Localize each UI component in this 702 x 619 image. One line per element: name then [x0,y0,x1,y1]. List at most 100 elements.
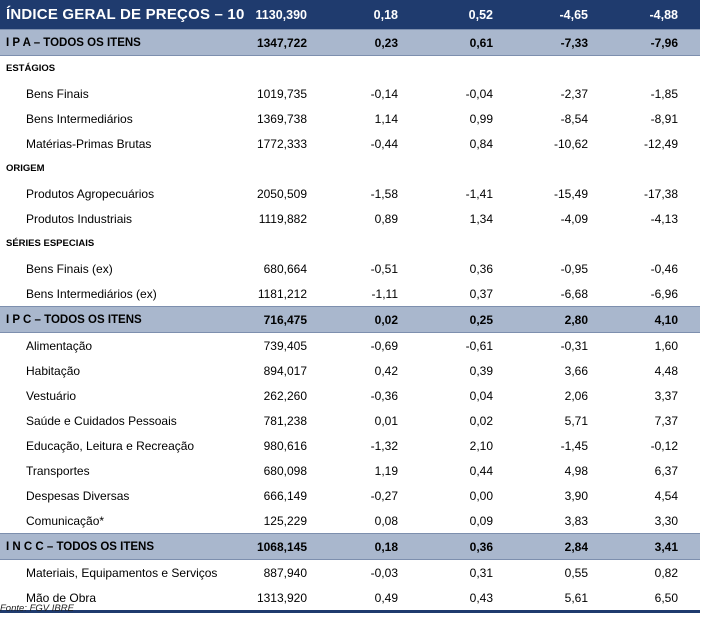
cell-value: 6,50 [610,585,700,613]
cell-index: 1181,212 [257,286,307,301]
cell-index: 680,098 [263,463,307,478]
subheading-origem: ORIGEM [6,163,45,174]
cell-index: 716,475 [237,306,329,333]
cell-value: 0,18 [329,533,420,560]
table-row: Materiais, Equipamentos e Serviços 887,9… [0,560,700,586]
row-label: Bens Finais [26,86,89,101]
cell-value: 4,48 [654,363,678,378]
cell-value: 0,52 [420,0,515,30]
cell-value: 2,06 [564,388,588,403]
cell-value: 3,37 [654,388,678,403]
ipc-section-row: I P C – TODOS OS ITENS 716,475 0,02 0,25… [0,306,700,333]
cell-index: 1130,390 [237,0,329,30]
cell-value: 3,41 [610,533,700,560]
cell-value: 0,84 [469,136,493,151]
table-row: Saúde e Cuidados Pessoais 781,238 0,01 0… [0,408,700,433]
cell-value: 1,34 [469,211,493,226]
table-row: Vestuário 262,260 -0,36 0,04 2,06 3,37 [0,383,700,408]
cell-index: 739,405 [263,338,307,353]
cell-index: 262,260 [263,388,307,403]
cell-value: 0,02 [469,413,493,428]
cell-value: 0,89 [374,211,398,226]
cell-value: 7,37 [654,413,678,428]
ipa-section-row: I P A – TODOS OS ITENS 1347,722 0,23 0,6… [0,29,700,56]
cell-value: 0,23 [329,29,420,56]
table-row: Alimentação 739,405 -0,69 -0,61 -0,31 1,… [0,333,700,359]
cell-index: 1068,145 [237,533,329,560]
row-label: Habitação [26,363,81,378]
cell-index: 2050,509 [256,186,307,201]
cell-value: 5,61 [515,585,610,613]
cell-value: -8,91 [650,111,678,126]
row-label: Bens Intermediários (ex) [26,286,157,301]
cell-index: 980,616 [263,438,307,453]
cell-value: -15,49 [553,186,588,201]
cell-value: -0,03 [370,565,398,580]
cell-value: 0,02 [329,306,420,333]
cell-value: 0,25 [420,306,515,333]
cell-value: -0,61 [465,338,493,353]
cell-value: 0,55 [564,565,588,580]
cell-value: -8,54 [560,111,588,126]
cell-value: -0,27 [370,488,398,503]
cell-value: 0,37 [469,286,493,301]
table-row: Bens Intermediários 1369,738 1,14 0,99 -… [0,106,700,131]
cell-index: 781,238 [263,413,307,428]
cell-value: 3,66 [564,363,588,378]
cell-value: -6,96 [650,286,678,301]
cell-index: 1119,882 [258,211,307,226]
row-label: Materiais, Equipamentos e Serviços [26,565,218,580]
table-row: Matérias-Primas Brutas 1772,333 -0,44 0,… [0,131,700,156]
cell-value: 0,36 [469,261,493,276]
cell-value: 0,39 [469,363,493,378]
cell-index: 887,940 [263,565,307,580]
row-label: ÍNDICE GERAL DE PREÇOS – 10 [0,0,244,30]
cell-value: 0,18 [329,0,420,30]
igp10-header-row: ÍNDICE GERAL DE PREÇOS – 10 1130,390 0,1… [0,0,700,30]
cell-value: -0,14 [370,86,398,101]
cell-value: -6,68 [560,286,588,301]
cell-value: -0,95 [560,261,588,276]
row-label: Alimentação [26,338,93,353]
cell-value: -0,31 [560,338,588,353]
cell-value: -0,51 [370,261,398,276]
cell-value: 0,09 [469,513,493,528]
table-row: Produtos Agropecuários 2050,509 -1,58 -1… [0,181,700,206]
cell-index: 1347,722 [237,29,329,56]
cell-value: 3,83 [564,513,588,528]
cell-value: 3,90 [564,488,588,503]
cell-value: 0,36 [420,533,515,560]
cell-value: 4,54 [654,488,678,503]
cell-value: 2,80 [515,306,610,333]
cell-value: -1,85 [650,86,678,101]
row-label: Saúde e Cuidados Pessoais [26,413,177,428]
cell-value: 5,71 [564,413,588,428]
subheading-row: ORIGEM [0,156,700,181]
row-label: Comunicação* [26,513,105,528]
row-label: Mão de Obra [0,585,237,613]
row-label: Produtos Agropecuários [26,186,155,201]
cell-value: 4,98 [564,463,588,478]
cell-index: 125,229 [263,513,307,528]
table-row: Mão de Obra 1313,920 0,49 0,43 5,61 6,50 [0,585,700,613]
cell-index: 680,664 [263,261,307,276]
table-row: Educação, Leitura e Recreação 980,616 -1… [0,433,700,458]
cell-value: 0,08 [374,513,398,528]
cell-index: 666,149 [263,488,307,503]
cell-value: -1,11 [371,286,398,301]
cell-value: -4,88 [610,0,700,30]
cell-value: -7,33 [515,29,610,56]
cell-value: -0,69 [370,338,398,353]
row-label: Bens Intermediários [26,111,133,126]
table-row: Transportes 680,098 1,19 0,44 4,98 6,37 [0,458,700,483]
cell-index: 1019,735 [256,86,307,101]
cell-value: 2,10 [469,438,493,453]
subheading-row: SÉRIES ESPECIAIS [0,231,700,256]
table-row: Bens Finais 1019,735 -0,14 -0,04 -2,37 -… [0,81,700,106]
cell-value: 6,37 [654,463,678,478]
row-label: Bens Finais (ex) [26,261,113,276]
table-row: Habitação 894,017 0,42 0,39 3,66 4,48 [0,358,700,383]
row-label: I P A – TODOS OS ITENS [0,29,237,56]
row-label: Produtos Industriais [26,211,133,226]
